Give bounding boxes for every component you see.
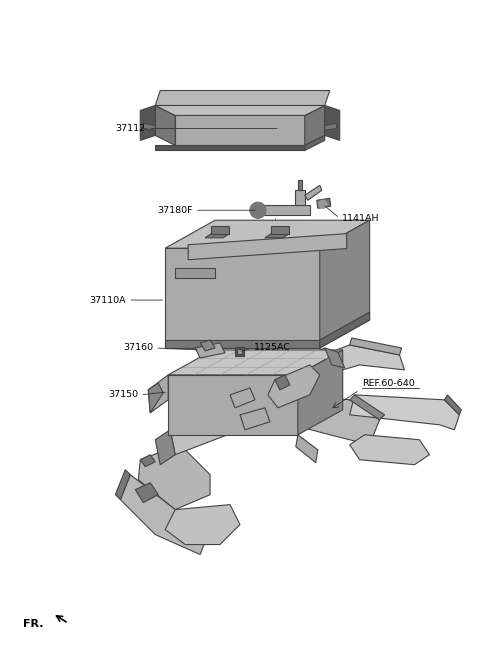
Polygon shape — [308, 348, 332, 400]
Polygon shape — [165, 100, 320, 110]
Text: 37110A: 37110A — [90, 296, 126, 304]
Polygon shape — [325, 348, 345, 368]
Polygon shape — [271, 226, 289, 234]
Polygon shape — [211, 226, 229, 234]
Polygon shape — [230, 388, 255, 408]
Polygon shape — [305, 185, 322, 200]
Polygon shape — [255, 390, 380, 445]
Text: 37180F: 37180F — [157, 206, 193, 215]
Polygon shape — [170, 390, 320, 455]
Polygon shape — [165, 220, 370, 248]
Polygon shape — [195, 343, 225, 358]
Polygon shape — [235, 347, 244, 356]
Polygon shape — [165, 340, 320, 348]
Text: 37160: 37160 — [123, 344, 153, 352]
Text: 37112: 37112 — [115, 124, 145, 133]
Polygon shape — [295, 190, 305, 205]
Polygon shape — [296, 435, 318, 462]
Polygon shape — [175, 115, 305, 146]
Polygon shape — [444, 395, 461, 415]
Polygon shape — [320, 220, 370, 348]
Polygon shape — [275, 355, 305, 400]
Polygon shape — [237, 349, 242, 354]
Polygon shape — [165, 504, 240, 544]
Polygon shape — [138, 445, 210, 510]
Text: 1141AH: 1141AH — [342, 214, 379, 223]
Polygon shape — [135, 483, 158, 502]
Polygon shape — [350, 338, 402, 355]
Polygon shape — [260, 205, 310, 215]
Polygon shape — [325, 106, 340, 140]
Text: REF.60-640: REF.60-640 — [361, 379, 414, 388]
Polygon shape — [325, 123, 336, 131]
Text: 1125AC: 1125AC — [254, 344, 291, 352]
Polygon shape — [240, 408, 270, 430]
Polygon shape — [317, 198, 331, 208]
Polygon shape — [275, 375, 290, 390]
Polygon shape — [155, 430, 175, 464]
Polygon shape — [310, 345, 405, 378]
Polygon shape — [165, 248, 320, 348]
Polygon shape — [140, 455, 155, 466]
Polygon shape — [148, 383, 163, 413]
Polygon shape — [148, 375, 168, 413]
Polygon shape — [155, 106, 175, 146]
Polygon shape — [350, 395, 384, 420]
Polygon shape — [298, 350, 343, 435]
Polygon shape — [168, 350, 343, 375]
Polygon shape — [155, 106, 325, 115]
Polygon shape — [265, 234, 289, 237]
Polygon shape — [305, 135, 325, 150]
Polygon shape — [168, 375, 298, 435]
Text: FR.: FR. — [23, 619, 43, 629]
Polygon shape — [144, 123, 155, 131]
Polygon shape — [155, 146, 305, 150]
Circle shape — [319, 200, 327, 208]
Polygon shape — [205, 234, 229, 237]
Polygon shape — [305, 106, 325, 146]
Polygon shape — [350, 395, 459, 430]
Polygon shape — [268, 365, 320, 408]
Polygon shape — [120, 475, 210, 554]
Polygon shape — [140, 106, 155, 140]
Polygon shape — [298, 180, 302, 190]
Circle shape — [250, 202, 266, 218]
Text: 37150: 37150 — [108, 390, 138, 400]
Polygon shape — [188, 234, 347, 260]
Polygon shape — [155, 91, 330, 106]
Polygon shape — [175, 268, 215, 278]
Polygon shape — [115, 470, 130, 500]
Polygon shape — [350, 435, 430, 464]
Polygon shape — [200, 340, 215, 351]
Polygon shape — [320, 312, 370, 348]
